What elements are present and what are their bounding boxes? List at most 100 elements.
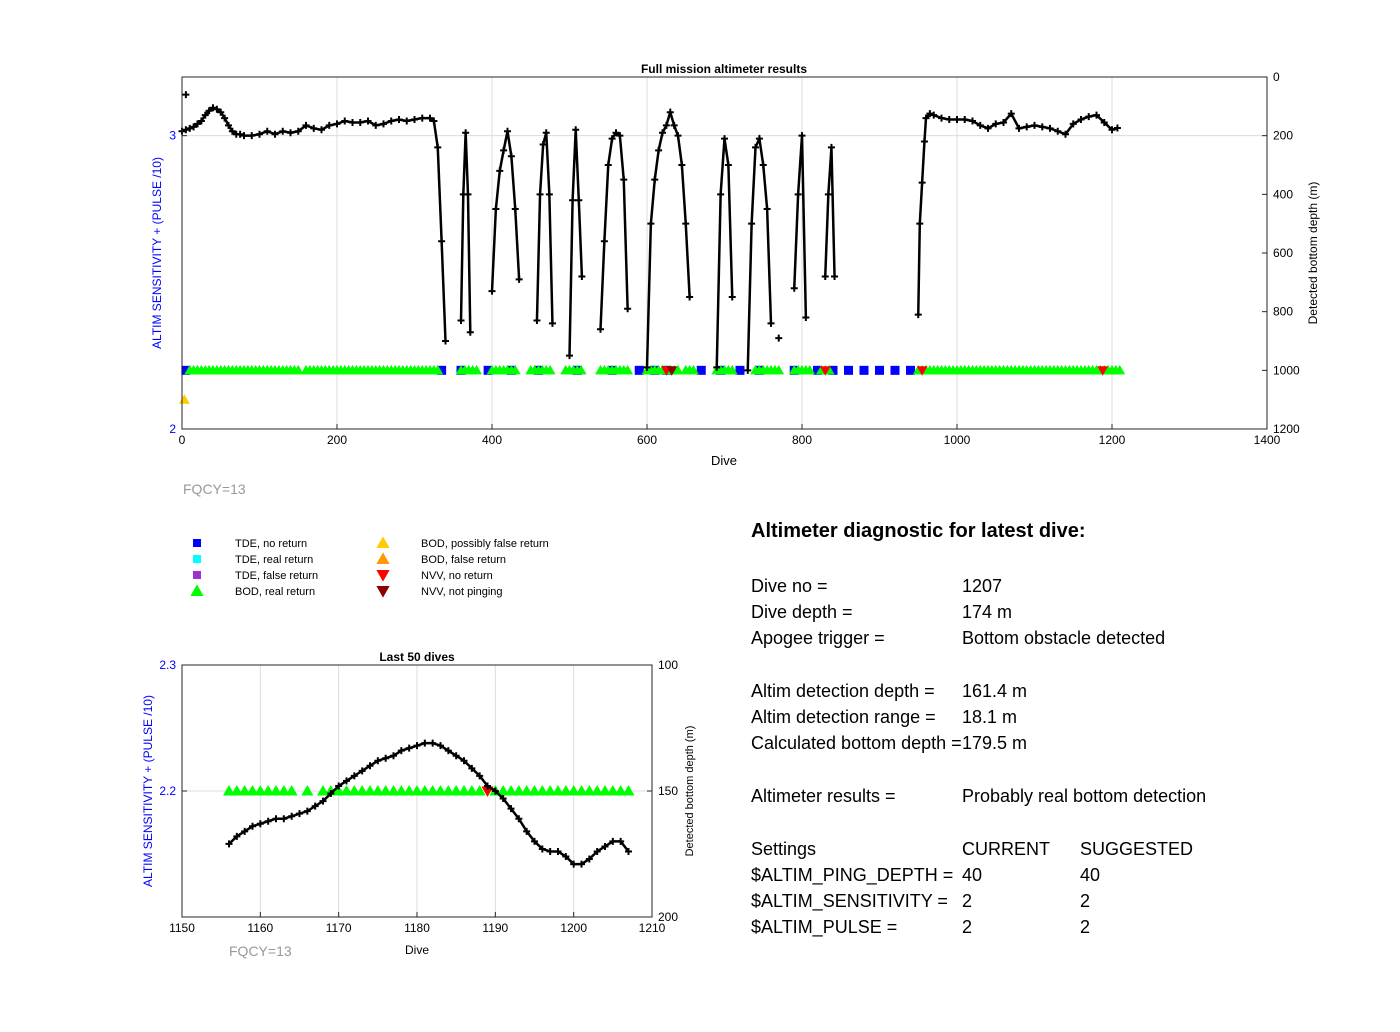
bottom-depth-point bbox=[539, 140, 547, 148]
data-point-marker bbox=[567, 785, 580, 796]
data-point-marker bbox=[804, 364, 816, 375]
bottom-depth-point bbox=[213, 105, 221, 113]
bottom-depth-point bbox=[201, 111, 209, 119]
bottom-depth-point bbox=[570, 860, 578, 868]
bottom-depth-point bbox=[1023, 123, 1031, 131]
bottom-depth-point bbox=[930, 111, 938, 119]
bottom-depth-point bbox=[597, 325, 604, 333]
x-tick-label: 600 bbox=[637, 433, 657, 447]
bottom-depth-line bbox=[490, 131, 521, 292]
bottom-depth-point bbox=[686, 293, 694, 301]
apogee-trigger-label: Apogee trigger = bbox=[751, 628, 885, 648]
bottom-depth-point bbox=[755, 135, 763, 143]
bottom-depth-point bbox=[1054, 127, 1062, 135]
data-point-marker bbox=[512, 785, 525, 796]
data-point-marker bbox=[230, 785, 243, 796]
x-tick-label: 1210 bbox=[639, 921, 666, 935]
bottom-depth-point bbox=[682, 220, 690, 228]
suggested-header: SUGGESTED bbox=[1080, 839, 1194, 859]
bottom-depth-point bbox=[821, 272, 829, 280]
bottom-depth-point bbox=[302, 121, 310, 129]
data-point-marker bbox=[528, 785, 541, 796]
bottom-depth-point bbox=[403, 117, 411, 125]
bottom-depth-point bbox=[538, 845, 546, 853]
bottom-depth-point bbox=[426, 114, 434, 122]
data-point-marker bbox=[426, 785, 439, 796]
bottom-depth-point bbox=[507, 805, 515, 813]
bottom-depth-point bbox=[411, 116, 418, 124]
y2-tick-label: 600 bbox=[1273, 246, 1293, 260]
data-point-marker bbox=[471, 364, 482, 375]
y2-tick-label: 150 bbox=[658, 784, 678, 798]
bottom-depth-point bbox=[523, 827, 531, 835]
bottom-depth-point bbox=[233, 832, 241, 840]
bottom-depth-point bbox=[515, 815, 523, 823]
data-point-marker bbox=[497, 785, 510, 796]
data-point-marker bbox=[735, 365, 745, 375]
data-point-marker bbox=[536, 785, 549, 796]
bottom-depth-point bbox=[279, 127, 287, 135]
bottom-depth-point bbox=[548, 319, 556, 327]
bottom-depth-point bbox=[221, 114, 229, 122]
calculated-bottom-depth-label: Calculated bottom depth = bbox=[751, 733, 962, 753]
data-point-marker bbox=[473, 785, 486, 796]
bottom-depth-point bbox=[616, 132, 624, 140]
bottom-depth-point bbox=[984, 124, 992, 132]
bottom-depth-point bbox=[228, 127, 236, 135]
bottom-depth-point bbox=[1113, 124, 1121, 132]
bottom-depth-point bbox=[364, 117, 372, 125]
y-tick-label: 2.3 bbox=[159, 658, 176, 672]
data-point-marker bbox=[890, 365, 900, 375]
x-tick-label: 800 bbox=[792, 433, 812, 447]
data-point-marker bbox=[403, 785, 416, 796]
bottom-depth-point bbox=[374, 757, 382, 765]
bottom-depth-point bbox=[256, 130, 263, 138]
setting-row-label: $ALTIM_PULSE = bbox=[751, 917, 898, 937]
legend-marker bbox=[376, 570, 390, 582]
data-point-marker bbox=[223, 785, 235, 796]
data-point-marker bbox=[442, 785, 455, 796]
bottom-depth-point bbox=[457, 316, 465, 324]
bottom-depth-point bbox=[659, 129, 666, 137]
bottom-depth-point bbox=[546, 847, 554, 855]
top-y-label: ALTIM SENSITIVITY + (PULSE /10) bbox=[150, 157, 164, 349]
data-point-marker bbox=[696, 365, 706, 375]
bottom-depth-point bbox=[387, 117, 395, 125]
data-point-marker bbox=[726, 364, 738, 375]
legend-marker bbox=[193, 555, 201, 563]
x-tick-label: 400 bbox=[482, 433, 502, 447]
bottom-depth-point bbox=[358, 767, 366, 775]
bottom-depth-point bbox=[287, 129, 294, 137]
bottom-depth-point bbox=[562, 853, 570, 861]
bottom-depth-point bbox=[264, 817, 272, 825]
setting-row-label: $ALTIM_PING_DEPTH = bbox=[751, 865, 954, 885]
legend-label: TDE, false return bbox=[235, 570, 318, 582]
bottom-depth-line bbox=[645, 107, 691, 368]
bottom-depth-point bbox=[1015, 124, 1023, 132]
bottom-depth-point bbox=[280, 815, 288, 823]
data-point-marker bbox=[819, 366, 831, 376]
data-point-marker bbox=[622, 785, 635, 796]
bottom-depth-point bbox=[413, 742, 421, 750]
bottom-depth-point bbox=[721, 135, 728, 143]
bottom-depth-point bbox=[748, 220, 756, 228]
data-point-marker bbox=[544, 785, 557, 796]
bottom-depth-line bbox=[535, 132, 554, 324]
bottom-depth-point bbox=[248, 132, 256, 140]
data-point-marker bbox=[411, 785, 423, 796]
data-point-marker bbox=[906, 365, 915, 375]
data-point-marker bbox=[916, 366, 928, 376]
data-point-marker bbox=[246, 785, 259, 796]
top-plot-area bbox=[182, 77, 1267, 429]
legend-marker bbox=[193, 571, 201, 579]
bottom-depth-point bbox=[572, 126, 580, 134]
legend-marker bbox=[376, 586, 390, 598]
bottom-depth-point bbox=[466, 328, 474, 336]
bottom-depth-point bbox=[311, 802, 319, 810]
data-point-marker bbox=[432, 364, 444, 375]
bottom-depth-point bbox=[617, 837, 625, 845]
data-point-marker bbox=[238, 785, 251, 796]
data-point-marker bbox=[591, 785, 604, 796]
bottom-depth-point bbox=[798, 132, 806, 140]
